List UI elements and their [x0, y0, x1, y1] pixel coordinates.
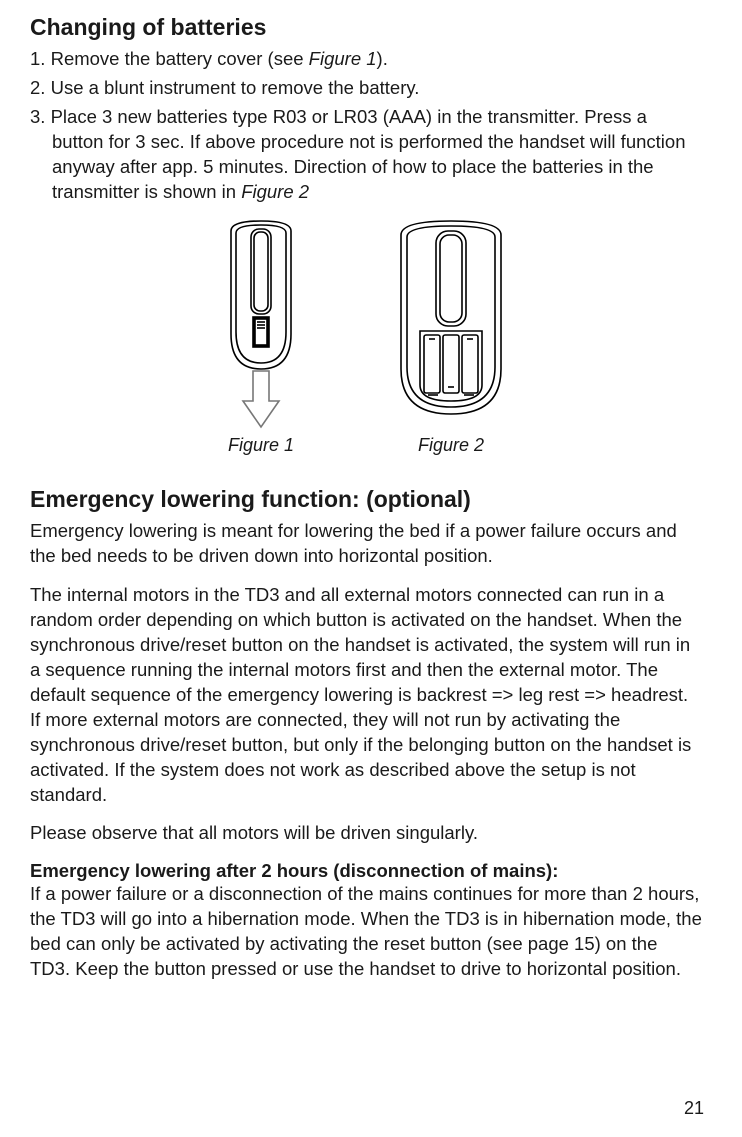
emergency-para-3: Please observe that all motors will be d…: [30, 821, 702, 846]
step-1-figref: Figure 1: [309, 48, 377, 69]
step-2-text: Use a blunt instrument to remove the bat…: [51, 77, 420, 98]
figure-1-col: Figure 1: [196, 219, 326, 456]
step-3-figref: Figure 2: [241, 181, 309, 202]
page-number: 21: [684, 1098, 704, 1119]
battery-steps-list: 1. Remove the battery cover (see Figure …: [30, 47, 702, 205]
step-1-suffix: ).: [377, 48, 388, 69]
step-1-prefix: Remove the battery cover (see: [51, 48, 309, 69]
step-1-text: Remove the battery cover (see Figure 1).: [51, 48, 388, 69]
figure-2-col: Figure 2: [366, 219, 536, 456]
figure-2-caption: Figure 2: [418, 435, 484, 456]
step-3-num: 3.: [30, 106, 45, 127]
step-2: 2. Use a blunt instrument to remove the …: [30, 76, 702, 101]
heading-changing-batteries: Changing of batteries: [30, 14, 702, 41]
figure-1-caption: Figure 1: [228, 435, 294, 456]
page: Changing of batteries 1. Remove the batt…: [0, 0, 742, 1137]
step-1-num: 1.: [30, 48, 45, 69]
figure-2-icon: [366, 219, 536, 429]
step-2-num: 2.: [30, 77, 45, 98]
step-1: 1. Remove the battery cover (see Figure …: [30, 47, 702, 72]
heading-emergency-lowering: Emergency lowering function: (optional): [30, 486, 702, 513]
step-3-text: Place 3 new batteries type R03 or LR03 (…: [51, 106, 686, 202]
figures-row: Figure 1: [30, 219, 702, 456]
step-3-prefix: Place 3 new batteries type R03 or LR03 (…: [51, 106, 686, 202]
emergency-para-2: The internal motors in the TD3 and all e…: [30, 583, 702, 808]
emergency-para-1: Emergency lowering is meant for lowering…: [30, 519, 702, 569]
emergency-para-4: If a power failure or a disconnection of…: [30, 882, 702, 982]
emergency-subheading: Emergency lowering after 2 hours (discon…: [30, 860, 702, 882]
figure-1-icon: [196, 219, 326, 429]
step-3: 3. Place 3 new batteries type R03 or LR0…: [30, 105, 702, 205]
